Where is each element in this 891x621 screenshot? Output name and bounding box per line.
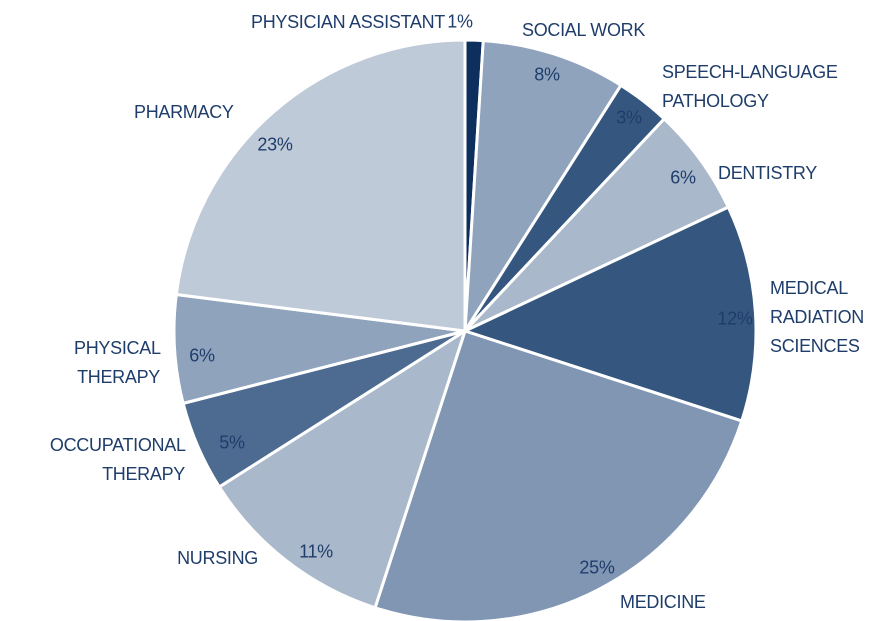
value-label: 25%: [579, 557, 615, 578]
slice-label: DENTISTRY: [718, 162, 817, 183]
pie-slice: [174, 38, 467, 333]
slice-label: MEDICAL RADIATION SCIENCES: [770, 277, 864, 356]
value-label: 5%: [219, 432, 245, 453]
slice-label: MEDICINE: [620, 591, 706, 612]
slice-label: PHYSICIAN ASSISTANT: [250, 11, 445, 32]
value-label: 1%: [447, 11, 473, 32]
pie-slice: [463, 39, 623, 333]
value-label: 6%: [189, 345, 215, 366]
value-label: 3%: [616, 107, 642, 128]
slice-label: OCCUPATIONAL THERAPY: [49, 434, 186, 484]
pie-slice: [463, 205, 758, 423]
slice-label: PHARMACY: [134, 101, 234, 122]
slice-label: SOCIAL WORK: [522, 19, 646, 40]
value-label: 11%: [299, 541, 333, 562]
slice-label: SPEECH-LANGUAGE PATHOLOGY: [662, 61, 838, 111]
slice-label: PHYSICAL THERAPY: [74, 337, 161, 387]
slice-label: NURSING: [177, 547, 258, 568]
value-label: 8%: [534, 64, 560, 85]
value-label: 12%: [717, 308, 753, 329]
pie-slice: [217, 329, 467, 610]
value-label: 23%: [257, 134, 293, 155]
value-label: 6%: [670, 167, 696, 188]
pie-slice: [373, 329, 744, 621]
